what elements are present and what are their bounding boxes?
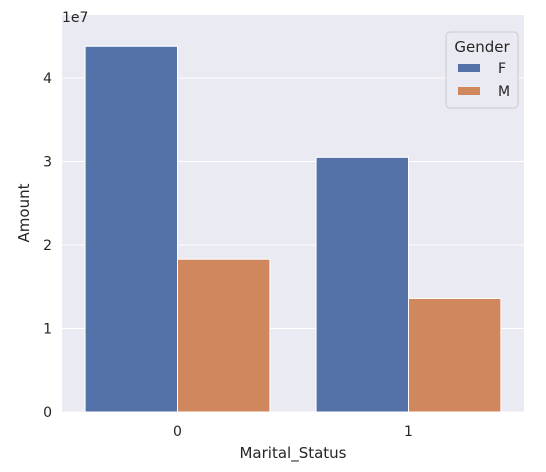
y-axis-label: Amount	[15, 183, 33, 242]
legend-swatch-f	[458, 64, 480, 72]
y-tick-labels: 0 1 2 3 4	[43, 71, 52, 421]
bar-f-0	[84, 45, 178, 413]
y-tick-label: 2	[43, 238, 52, 254]
bars	[84, 45, 502, 413]
bar-f-1	[315, 156, 410, 413]
y-offset-label: 1e7	[62, 10, 88, 26]
y-tick-label: 3	[43, 155, 52, 171]
legend-swatch-m	[458, 87, 480, 95]
x-tick-label: 1	[404, 424, 413, 440]
y-tick-label: 0	[43, 405, 52, 421]
legend-label-m: M	[498, 84, 510, 100]
legend-title: Gender	[454, 38, 510, 56]
legend: Gender F M	[445, 31, 519, 109]
y-tick-label: 4	[43, 71, 52, 87]
bar-m-1	[408, 297, 502, 413]
x-tick-label: 0	[173, 424, 182, 440]
legend-label-f: F	[498, 61, 506, 77]
y-tick-label: 1	[43, 322, 52, 338]
x-axis-label: Marital_Status	[239, 444, 346, 463]
bar-m-0	[177, 258, 271, 413]
